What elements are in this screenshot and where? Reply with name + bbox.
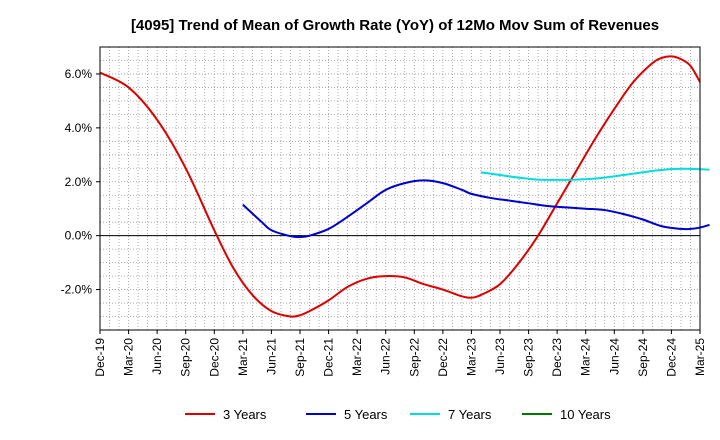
x-tick-label: Jun-21 [264,338,278,375]
x-tick-label: Dec-22 [436,338,450,377]
x-tick-label: Dec-19 [93,338,107,377]
legend-label-7-years: 7 Years [448,407,492,422]
x-tick-label: Jun-22 [379,338,393,375]
y-tick-label: 2.0% [65,175,93,189]
x-tick-label: Sep-21 [293,338,307,377]
x-tick-label: Sep-23 [522,338,536,377]
x-tick-label: Dec-23 [550,338,564,377]
x-tick-label: Mar-25 [693,338,707,376]
y-tick-label: 4.0% [65,121,93,135]
series-line-3-years [99,55,701,318]
x-tick-label: Mar-22 [350,338,364,376]
y-tick-label: -2.0% [61,283,93,297]
x-tick-label: Sep-20 [179,338,193,377]
chart-title: [4095] Trend of Mean of Growth Rate (YoY… [131,17,659,34]
legend-label-5-years: 5 Years [344,407,388,422]
x-tick-label: Jun-23 [493,338,507,375]
x-tick-label: Sep-22 [407,338,421,377]
legend-label-10-years: 10 Years [560,407,611,422]
x-axis: Dec-19 Mar-20 Jun-20 Sep-20 Dec-20 Mar-21 Jun-… [93,330,707,377]
legend-label-3-years: 3 Years [223,407,267,422]
series-lines [99,55,710,318]
x-tick-label: Jun-24 [607,338,621,375]
x-tick-label: Mar-24 [579,338,593,376]
x-tick-label: Jun-20 [150,338,164,375]
x-tick-label: Mar-23 [464,338,478,376]
x-tick-label: Sep-24 [636,338,650,377]
y-tick-label: 0.0% [65,229,93,243]
x-tick-label: Dec-20 [207,338,221,377]
x-tick-label: Mar-21 [236,338,250,376]
plot-area [99,46,701,331]
y-axis: -2.0% 0.0% 2.0% 4.0% 6.0% [61,67,100,297]
x-tick-label: Mar-20 [122,338,136,376]
legend: 3 Years 5 Years 7 Years 10 Years [185,407,611,422]
grid-lines [99,46,701,331]
series-line-7-years [480,167,710,181]
x-tick-label: Dec-21 [322,338,336,377]
y-tick-label: 6.0% [65,67,93,81]
x-tick-label: Dec-24 [664,338,678,377]
series-line-5-years [242,179,710,239]
